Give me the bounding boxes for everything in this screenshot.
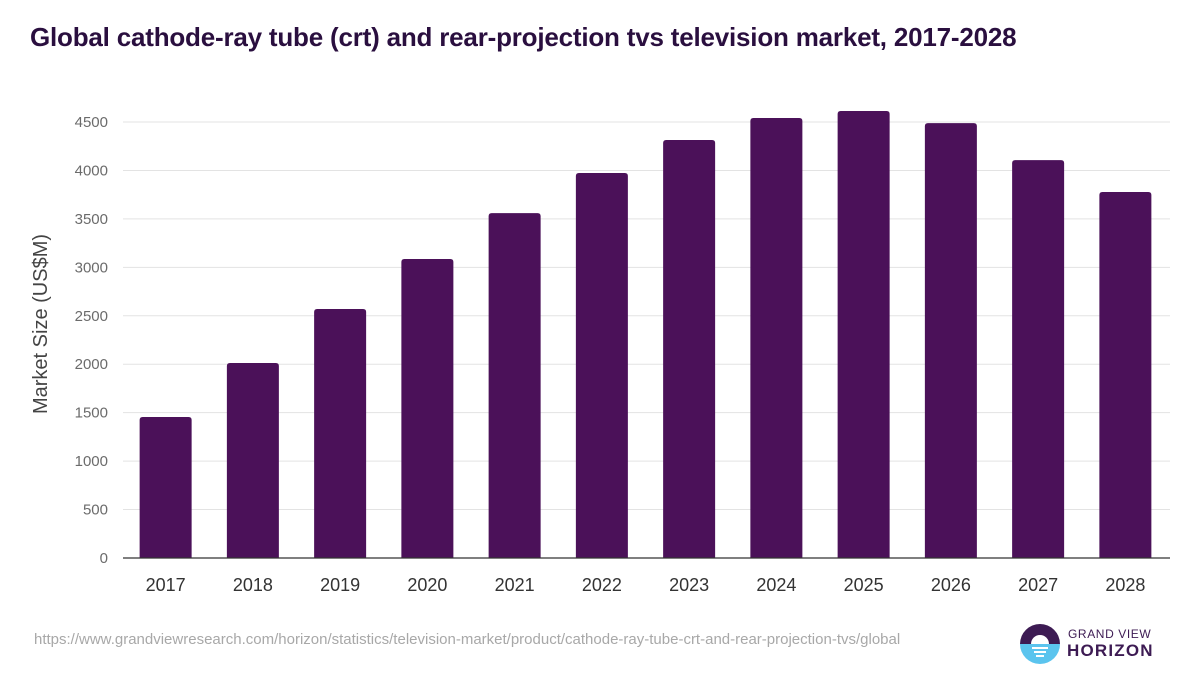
y-tick-label: 0 bbox=[100, 550, 108, 567]
chart-title: Global cathode-ray tube (crt) and rear-p… bbox=[30, 22, 1017, 52]
bar-2028[interactable] bbox=[1099, 192, 1152, 558]
y-tick-label: 4000 bbox=[75, 162, 108, 179]
x-tick-label: 2018 bbox=[233, 575, 273, 595]
y-tick-label: 3000 bbox=[75, 259, 108, 276]
x-tick-label: 2022 bbox=[582, 575, 622, 595]
bar-2017[interactable] bbox=[139, 417, 192, 558]
y-tick-label: 1500 bbox=[75, 405, 108, 422]
grand-view-horizon-logo bbox=[1020, 624, 1060, 664]
bar-2027[interactable] bbox=[1012, 160, 1065, 558]
y-tick-label: 1000 bbox=[75, 453, 108, 470]
bar-2025[interactable] bbox=[837, 111, 890, 559]
y-tick-label: 2500 bbox=[75, 308, 108, 325]
bar-2019[interactable] bbox=[314, 308, 367, 558]
x-tick-label: 2020 bbox=[407, 575, 447, 595]
logo-text-horizon: HORIZON bbox=[1067, 641, 1154, 660]
logo-text-grand-view: GRAND VIEW bbox=[1068, 627, 1152, 641]
x-tick-label: 2026 bbox=[931, 575, 971, 595]
y-tick-label: 2000 bbox=[75, 356, 108, 373]
y-axis-ticks: 0 500 1000 1500 2000 2500 3000 3500 4000 4500 bbox=[75, 114, 108, 567]
bar-2023[interactable] bbox=[663, 140, 716, 558]
x-tick-label: 2023 bbox=[669, 575, 709, 595]
y-tick-label: 4500 bbox=[75, 114, 108, 131]
y-axis-label: Market Size (US$M) bbox=[30, 234, 52, 414]
x-tick-label: 2027 bbox=[1018, 575, 1058, 595]
bars bbox=[139, 111, 1152, 559]
bar-2020[interactable] bbox=[401, 259, 454, 558]
bar-2021[interactable] bbox=[488, 213, 541, 558]
source-url[interactable]: https://www.grandviewresearch.com/horizo… bbox=[34, 631, 901, 648]
x-tick-label: 2024 bbox=[756, 575, 796, 595]
y-tick-label: 3500 bbox=[75, 211, 108, 228]
bar-2022[interactable] bbox=[575, 173, 628, 559]
gridlines bbox=[123, 121, 1170, 511]
x-tick-label: 2017 bbox=[146, 575, 186, 595]
x-tick-label: 2021 bbox=[495, 575, 535, 595]
x-tick-label: 2019 bbox=[320, 575, 360, 595]
bar-2018[interactable] bbox=[226, 363, 279, 558]
x-tick-label: 2028 bbox=[1105, 575, 1145, 595]
horizon-sun-icon bbox=[1020, 624, 1060, 664]
bar-2026[interactable] bbox=[924, 123, 977, 558]
x-axis-ticks: 2017 2018 2019 2020 2021 2022 2023 2024 2025 2026… bbox=[146, 575, 1146, 595]
x-tick-label: 2025 bbox=[844, 575, 884, 595]
bar-2024[interactable] bbox=[750, 118, 803, 558]
y-tick-label: 500 bbox=[83, 502, 108, 519]
